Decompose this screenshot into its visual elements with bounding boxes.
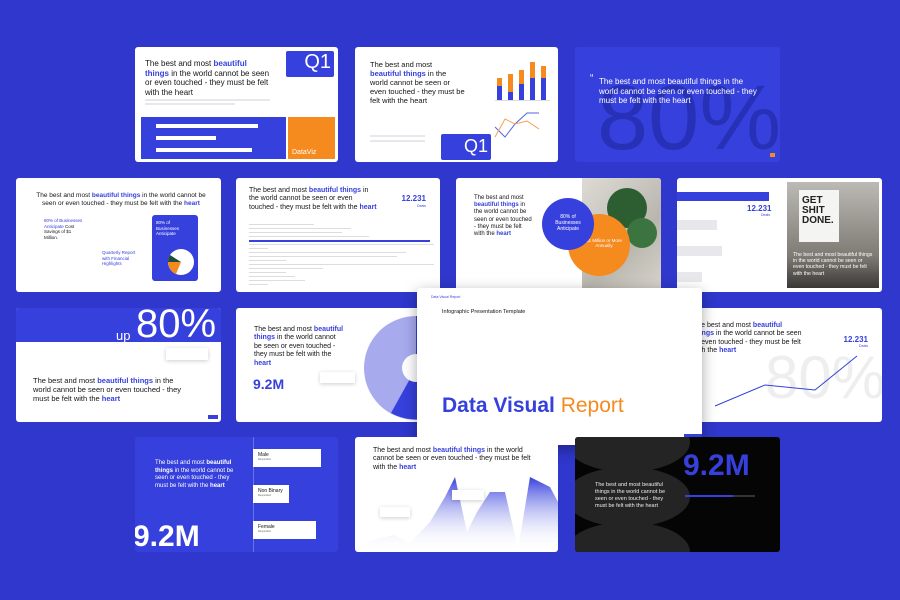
bar — [249, 252, 407, 253]
slide-headline: The best and most beautiful things in th… — [693, 322, 802, 355]
deals-value: 12.231 — [843, 335, 868, 344]
bar — [249, 232, 342, 233]
pie-chart — [167, 249, 194, 275]
slide-deals-bars[interactable]: The best and most beautiful things in th… — [236, 178, 440, 292]
bar-panel — [141, 117, 286, 159]
bar — [156, 136, 216, 140]
stat-value: 9.2M — [253, 376, 285, 392]
bar — [249, 276, 296, 277]
slide-q1-charts[interactable]: The best and most beautiful things in th… — [355, 47, 558, 162]
slide-q1-bars[interactable]: The best and most beautiful things in th… — [135, 47, 338, 162]
bar — [156, 124, 258, 128]
stacked-bar-chart — [495, 61, 550, 101]
quote-text: The best and most beautiful things in th… — [595, 482, 666, 509]
dataviz-panel: DataViz — [288, 117, 335, 159]
bar-segment — [530, 62, 535, 78]
main-title: Data Visual Report — [442, 394, 624, 417]
slide-dark-9m[interactable]: The best and most beautiful things in th… — [575, 437, 780, 552]
big-percent: 80% — [136, 308, 217, 346]
slide-headline: The best and most beautiful things in th… — [36, 192, 206, 207]
bar — [249, 280, 305, 281]
line-chart — [714, 355, 858, 407]
slide-header: Data Visual Report — [431, 295, 461, 299]
quote-text: The best and most beautiful things in th… — [599, 77, 757, 106]
bar-label: Female — [258, 524, 275, 530]
slide-headline: The best and most beautiful things in th… — [33, 376, 182, 403]
bar-segment — [497, 78, 502, 86]
q1-badge: Q1 — [286, 51, 334, 77]
bar-sublabel: Responded — [258, 458, 271, 461]
bar — [249, 268, 323, 269]
bar — [249, 256, 397, 257]
slide-headline: The best and most beautiful things in th… — [373, 447, 531, 471]
deals-label: Deals — [417, 204, 426, 208]
slide-donut-9m[interactable]: The best and most beautiful things in th… — [236, 308, 436, 422]
respondent-bar: Non Binary Responded — [253, 485, 289, 503]
slide-headline: The best and most beautiful things in th… — [370, 60, 465, 105]
slide-headline: The best and most beautiful things in th… — [145, 59, 270, 97]
bar — [249, 260, 286, 261]
deals-value: 12.231 — [401, 194, 426, 203]
bar-segment — [541, 78, 546, 100]
cost-savings-text: 80% of Businesses Anticipate Cost Saving… — [44, 218, 83, 240]
slide-get-done[interactable]: 12.231 Deals GET SHIT DONE. The best and… — [677, 178, 882, 292]
respondent-bar: Female Responded — [253, 521, 316, 539]
deals-label: Deals — [761, 213, 770, 217]
bar-segment — [508, 92, 513, 100]
bar — [249, 236, 370, 237]
slide-headline: The best and most beautiful things in th… — [249, 187, 377, 211]
area-chart — [360, 477, 558, 552]
bar — [156, 148, 252, 152]
slide-headline: The best and most beautiful things in th… — [474, 195, 532, 237]
businesses-card: 80% of Businesses Anticipate — [152, 215, 198, 281]
slide-area-chart[interactable]: The best and most beautiful things in th… — [355, 437, 558, 552]
line-chart — [494, 112, 540, 138]
deals-label: Deals — [859, 344, 868, 348]
up-label: up — [116, 328, 131, 343]
quarterly-report-text: Quarterly Report with Financial Highligh… — [102, 250, 136, 267]
slide-quote-80[interactable]: 80% The best and most beautiful things i… — [575, 47, 780, 162]
slide-circles-photo[interactable]: The best and most beautiful things in th… — [456, 178, 661, 292]
big-percent: 80% — [597, 67, 780, 162]
bar-segment — [519, 84, 524, 100]
q1-badge: Q1 — [441, 134, 491, 160]
bar-label: Male — [258, 452, 269, 458]
bar — [249, 264, 434, 265]
bar — [249, 244, 434, 245]
bar-label: Non Binary — [258, 488, 283, 494]
stat-value: 9.2M — [135, 520, 200, 552]
bar-segment — [530, 78, 535, 100]
slide-headline: The best and most beautiful things in th… — [155, 460, 234, 489]
stat-value: 9.2M — [683, 449, 750, 482]
bar — [249, 248, 268, 249]
blue-circle: 80% of Businesses Anticipate — [542, 198, 594, 250]
bar — [249, 272, 286, 273]
bar — [249, 284, 268, 285]
bar-sublabel: Responded — [258, 494, 271, 497]
main-title-slide[interactable]: Data Visual Report Infographic Presentat… — [417, 288, 702, 445]
slide-up-80[interactable]: up 80% The best and most beautiful thing… — [16, 308, 221, 422]
bar-segment — [508, 74, 513, 92]
bar — [249, 224, 314, 225]
bar — [249, 228, 351, 229]
slide-line-80[interactable]: 80% The best and most beautiful things i… — [685, 308, 882, 422]
quote-icon: “ — [590, 73, 594, 84]
deals-value: 12.231 — [747, 204, 772, 213]
bar-segment — [541, 66, 546, 78]
slide-headline: The best and most beautiful things in th… — [254, 326, 344, 367]
slide-subtitle: Infographic Presentation Template — [442, 309, 526, 315]
bar-segment — [497, 86, 502, 100]
bar-sublabel: Responded — [258, 530, 271, 533]
respondent-bar: Male Responded — [253, 449, 321, 467]
slide-respondents[interactable]: The best and most beautiful things in th… — [135, 437, 338, 552]
slide-businesses[interactable]: The best and most beautiful things in th… — [16, 178, 221, 292]
bar-segment — [519, 70, 524, 84]
poster-photo: GET SHIT DONE. The best and most beautif… — [787, 182, 879, 288]
bar — [249, 240, 431, 242]
